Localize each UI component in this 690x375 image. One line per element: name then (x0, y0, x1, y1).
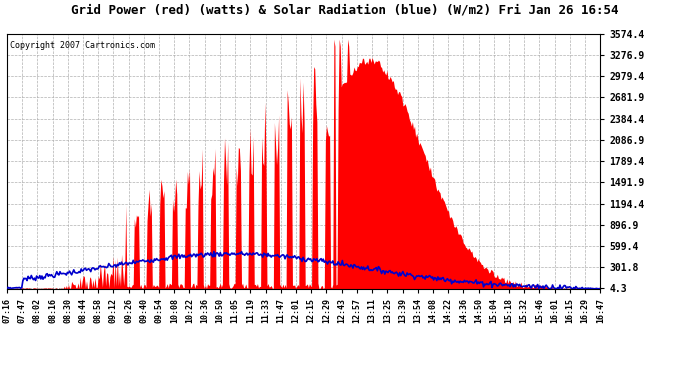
Text: Copyright 2007 Cartronics.com: Copyright 2007 Cartronics.com (10, 41, 155, 50)
Text: Grid Power (red) (watts) & Solar Radiation (blue) (W/m2) Fri Jan 26 16:54: Grid Power (red) (watts) & Solar Radiati… (71, 4, 619, 17)
